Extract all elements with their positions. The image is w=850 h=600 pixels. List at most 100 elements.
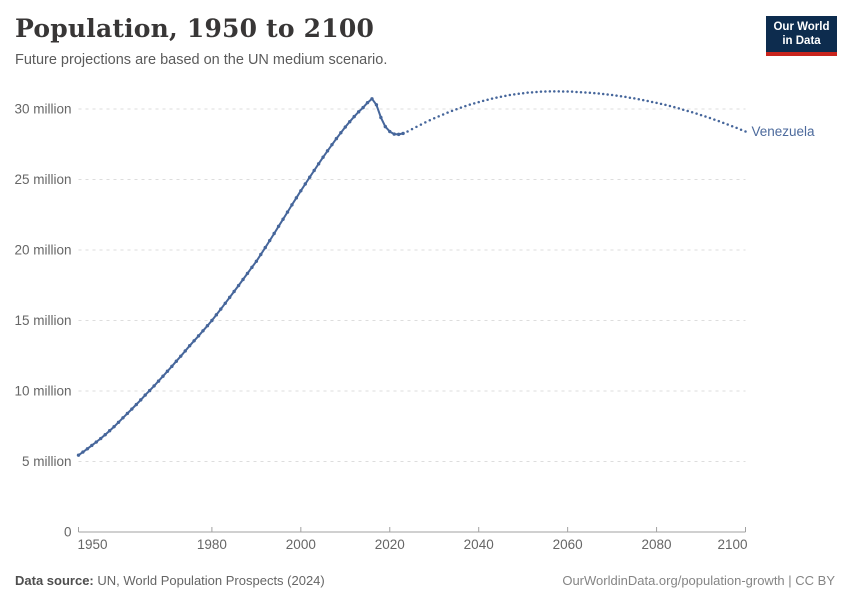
projection-dot [499,95,503,98]
historical-point-marker [161,374,165,378]
x-tick-label: 2080 [642,537,672,552]
projection-dot [713,118,716,121]
projection-dot [677,107,681,110]
x-tick-label: 1950 [78,537,108,552]
historical-point-marker [370,97,374,101]
projection-dot [641,98,645,102]
historical-point-marker [259,252,263,257]
historical-point-marker [94,440,98,444]
projection-dot [446,111,449,114]
historical-point-marker [121,416,125,420]
historical-point-marker [90,443,94,448]
projection-dot [633,97,636,100]
projection-dot [450,109,454,113]
projection-dot [708,116,712,120]
historical-point-marker [263,245,267,250]
historical-point-marker [219,307,223,311]
historical-point-marker [134,402,139,407]
projection-dot [588,91,592,95]
historical-point-marker [379,115,383,120]
historical-point-marker [303,182,307,186]
x-tick-label: 1980 [197,537,227,552]
owid-logo[interactable]: Our World in Data [766,16,837,56]
historical-point-marker [365,100,370,105]
historical-point-marker [396,132,401,137]
projection-dot [593,91,596,95]
historical-point-marker [170,364,174,369]
projection-dot [544,90,547,93]
projection-dot [561,90,565,93]
projection-dot [624,95,627,99]
projection-dot [473,102,476,105]
y-tick-label: 25 million [14,172,71,187]
projection-dot [468,103,472,106]
owid-logo-line2: in Data [782,35,821,48]
population-line-chart: 0 5 million 10 million 15 million 20 million… [14,90,816,552]
historical-point-marker [165,369,170,373]
projection-dot [646,99,649,103]
projection-dot [726,123,729,126]
historical-point-marker [179,354,183,358]
historical-point-marker [316,162,321,166]
projection-dot [477,100,480,104]
historical-point-marker [152,384,156,388]
historical-point-marker [325,149,330,153]
projection-dot [464,104,467,108]
projection-dot [717,119,721,123]
projection-dot [686,109,689,113]
projection-dot [695,112,698,115]
historical-point-marker [192,339,196,343]
projection-dot [553,90,556,93]
projection-dot [526,91,529,94]
x-tick-label: 2040 [464,537,494,552]
data-source: Data source: UN, World Population Prospe… [15,573,325,588]
projection-dot [601,92,605,96]
historical-point-marker [281,217,285,221]
chart-footer: Data source: UN, World Population Prospe… [15,573,835,588]
projection-dot [579,90,583,94]
x-tick-label: 2060 [553,537,583,552]
historical-point-marker [112,424,116,429]
historical-point-marker [156,379,161,383]
historical-point-marker [356,110,361,114]
citation-link[interactable]: OurWorldinData.org/population-growth | C… [562,573,835,588]
projection-dot [744,130,747,133]
projection-dot [490,97,494,100]
projection-dot [557,90,560,93]
projection-dot [615,94,618,97]
historical-point-marker [241,277,245,282]
chart-area: 0 5 million 10 million 15 million 20 million… [14,90,816,552]
historical-point-marker [352,114,356,119]
historical-point-marker [276,224,281,229]
projection-dot [739,128,743,131]
projection-dot [690,110,694,114]
y-tick-label: 30 million [14,102,71,117]
projection-dot [730,124,734,128]
data-source-label: Data source: [15,573,94,588]
projection-dot [410,127,414,131]
projection-dot [610,93,614,97]
historical-point-marker [116,420,121,425]
projection-dot [548,90,552,93]
historical-point-marker [227,295,232,300]
historical-point-marker [272,231,276,236]
projection-dot [481,99,485,103]
projection-dot [659,102,663,106]
historical-point-marker [210,318,214,323]
projection-dot [673,105,676,109]
historical-point-marker [330,142,334,147]
owid-logo-line1: Our World [773,21,830,33]
projection-dot [441,113,445,116]
projection-dot [584,91,587,94]
projection-dot [459,106,463,109]
entity-label-venezuela[interactable]: Venezuela [752,124,816,139]
historical-point-marker [339,130,343,135]
historical-point-marker [268,238,272,243]
historical-line [77,97,405,457]
historical-point-marker [81,450,85,454]
projection-dot [722,121,725,125]
historical-point-marker [147,388,152,393]
historical-point-marker [205,324,210,328]
projection-dot [681,108,685,111]
projection-dot [508,93,512,97]
